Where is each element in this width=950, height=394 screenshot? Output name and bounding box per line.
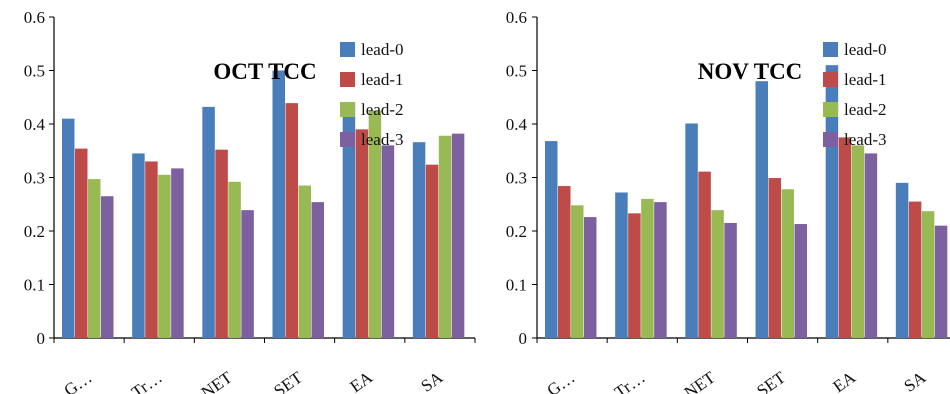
bar-lead-2-Tr… — [641, 198, 654, 338]
y-tick-label: 0.2 — [24, 222, 45, 241]
bar-lead-0-NET — [202, 106, 215, 338]
x-tick-label: G… — [543, 368, 578, 394]
bar-lead-0-G… — [545, 141, 558, 338]
x-tick-label: SET — [270, 367, 306, 394]
y-tick-label: 0.6 — [24, 8, 45, 27]
legend: lead-0 lead-1 lead-2 lead-3 — [340, 40, 403, 149]
bar-lead-1-SA — [908, 201, 922, 338]
legend-swatch-lead-0 — [340, 42, 355, 57]
bar-lead-2-NET — [711, 210, 724, 338]
bar-lead-2-SET — [298, 185, 311, 338]
bar-lead-2-EA — [851, 145, 865, 338]
legend-swatch-lead-0 — [823, 42, 838, 57]
chart-panel-2: 0 0.1 0.2 0.3 0.4 0.5 0.6 G… Tr… NET SET EA SA NOV TC… — [506, 8, 950, 394]
bar-lead-1-SET — [285, 103, 298, 338]
y-tick-label: 0.1 — [506, 276, 527, 295]
x-tick-label: G… — [60, 368, 95, 394]
bar-lead-2-EA — [368, 110, 382, 338]
bar-lead-1-NET — [698, 171, 711, 338]
bar-lead-1-Tr… — [628, 213, 641, 338]
y-tick-label: 0.3 — [506, 169, 527, 188]
legend: lead-0 lead-1 lead-2 lead-3 — [823, 40, 886, 149]
bar-lead-0-SA — [895, 182, 909, 338]
legend-swatch-lead-1 — [340, 72, 355, 87]
bar-lead-3-SA — [451, 133, 465, 338]
bar-lead-2-SET — [781, 189, 794, 338]
legend-swatch-lead-1 — [823, 72, 838, 87]
legend-label-lead-1: lead-1 — [361, 70, 403, 89]
bar-lead-1-NET — [215, 149, 228, 338]
chart-title: NOV TCC — [698, 59, 803, 84]
bar-lead-2-G… — [571, 205, 584, 338]
bar-lead-3-G… — [101, 196, 114, 338]
bar-lead-3-NET — [724, 222, 737, 338]
x-tick-label: SA — [901, 367, 930, 394]
x-tick-label: Tr… — [611, 368, 648, 394]
legend-label-lead-2: lead-2 — [361, 100, 403, 119]
legend-label-lead-0: lead-0 — [844, 40, 886, 59]
bar-lead-0-EA — [342, 102, 356, 338]
legend-swatch-lead-3 — [340, 132, 355, 147]
legend-swatch-lead-3 — [823, 132, 838, 147]
bar-lead-0-Tr… — [132, 153, 145, 338]
y-tick-label: 0 — [37, 329, 46, 348]
y-tick-label: 0.4 — [506, 115, 528, 134]
bar-lead-3-SET — [794, 224, 807, 338]
y-tick-label: 0.3 — [24, 169, 45, 188]
bar-lead-2-G… — [88, 179, 101, 338]
chart-title: OCT TCC — [213, 59, 316, 84]
bar-lead-0-SA — [412, 142, 426, 338]
bar-lead-2-SA — [921, 211, 935, 338]
x-tick-label: EA — [347, 367, 377, 394]
legend-label-lead-3: lead-3 — [361, 130, 403, 149]
bar-lead-2-NET — [228, 181, 241, 338]
x-tick-label: Tr… — [128, 368, 165, 394]
bar-lead-1-G… — [558, 186, 571, 338]
bar-lead-3-Tr… — [654, 202, 667, 338]
bar-lead-0-SET — [272, 70, 285, 338]
bar-lead-1-EA — [838, 137, 852, 338]
bar-lead-0-G… — [62, 118, 75, 339]
x-tick-label: NET — [681, 367, 719, 394]
y-tick-label: 0.6 — [506, 8, 527, 27]
y-tick-label: 0.4 — [24, 115, 46, 134]
bar-lead-2-Tr… — [158, 174, 171, 338]
bar-lead-0-SET — [755, 81, 768, 338]
bar-lead-0-NET — [685, 123, 698, 338]
legend-label-lead-2: lead-2 — [844, 100, 886, 119]
bar-lead-2-SA — [438, 135, 452, 338]
x-tick-label: SA — [418, 367, 447, 394]
bar-lead-1-SET — [768, 178, 781, 338]
bar-lead-3-SET — [311, 202, 324, 338]
legend-label-lead-1: lead-1 — [844, 70, 886, 89]
legend-swatch-lead-2 — [340, 102, 355, 117]
y-tick-label: 0.1 — [24, 276, 45, 295]
bar-lead-1-SA — [425, 164, 439, 338]
bar-lead-1-G… — [75, 148, 88, 338]
y-tick-label: 0 — [519, 329, 528, 348]
x-tick-label: EA — [830, 367, 860, 394]
y-tick-label: 0.2 — [506, 222, 527, 241]
legend-label-lead-3: lead-3 — [844, 130, 886, 149]
bar-lead-3-Tr… — [171, 168, 184, 338]
bar-lead-3-EA — [864, 153, 878, 338]
bar-lead-0-Tr… — [615, 192, 628, 338]
legend-label-lead-0: lead-0 — [361, 40, 403, 59]
bar-lead-3-SA — [934, 225, 948, 338]
bar-lead-3-NET — [241, 210, 254, 338]
x-tick-label: NET — [198, 367, 236, 394]
bar-lead-1-Tr… — [145, 161, 158, 338]
bar-lead-3-G… — [584, 217, 597, 338]
x-tick-label: SET — [753, 367, 789, 394]
bar-lead-3-EA — [381, 145, 395, 338]
y-tick-label: 0.5 — [24, 62, 45, 81]
legend-swatch-lead-2 — [823, 102, 838, 117]
chart-panel-1: 0 0.1 0.2 0.3 0.4 0.5 0.6 G… Tr… NET SET EA SA OCT TC… — [24, 8, 476, 394]
bar-lead-1-EA — [355, 129, 369, 338]
y-tick-label: 0.5 — [506, 62, 527, 81]
